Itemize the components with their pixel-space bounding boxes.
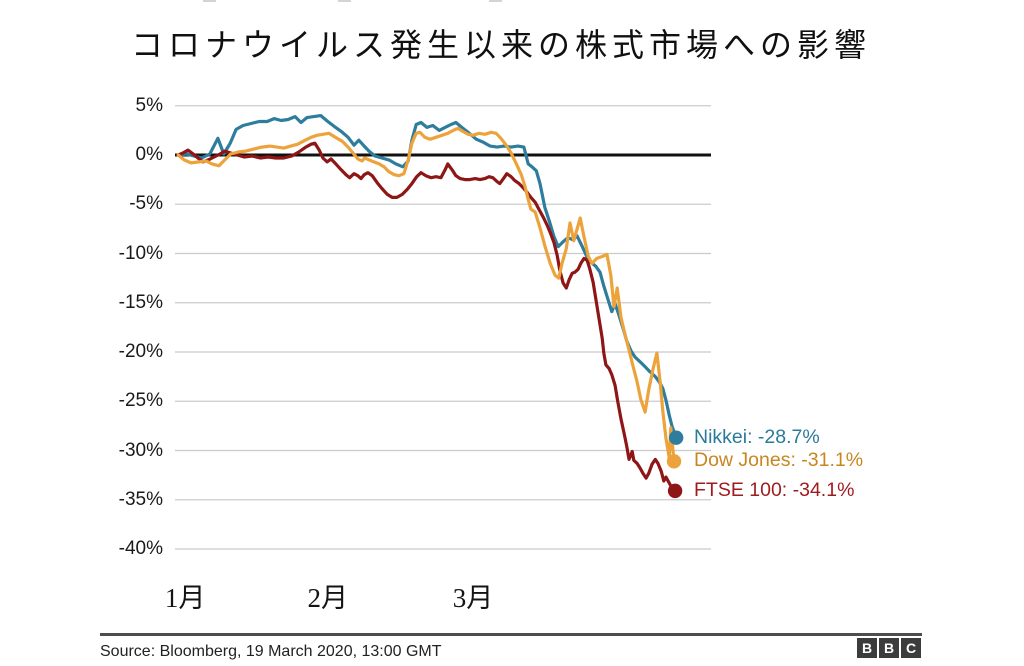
y-tick-label: -15% <box>118 291 163 313</box>
legend-label-ftse-100: FTSE 100: -34.1% <box>694 478 855 501</box>
crop-artifact-dash <box>338 0 351 2</box>
y-tick-label: -35% <box>118 488 163 510</box>
series-line-dow-jones <box>176 126 676 463</box>
crop-artifact-dash <box>489 0 502 2</box>
crop-artifact-dash <box>203 0 216 2</box>
x-tick-label: 2月 <box>307 583 349 613</box>
y-tick-label: -20% <box>118 341 163 362</box>
x-tick-label: 1月 <box>164 583 206 613</box>
series-endpoint-dot-dow-jones <box>666 454 682 469</box>
legend-label-nikkei: Nikkei: -28.7% <box>694 425 820 448</box>
series-endpoint-dot-ftse-100 <box>667 483 683 499</box>
y-tick-label: -25% <box>118 390 163 412</box>
series-line-ftse-100 <box>176 141 677 493</box>
y-tick-label: -10% <box>118 242 163 264</box>
bbc-logo-letter: B <box>857 638 877 658</box>
y-tick-label: -5% <box>129 193 163 215</box>
y-tick-label: -40% <box>118 538 163 559</box>
footer-divider <box>100 633 922 636</box>
x-tick-label: 3月 <box>452 583 494 613</box>
y-tick-label: 5% <box>135 94 163 116</box>
legend-label-dow-jones: Dow Jones: -31.1% <box>694 449 864 472</box>
chart-title: コロナウイルス発生以来の株式市場への影響 <box>131 27 872 63</box>
y-tick-label: 0% <box>135 144 163 165</box>
series-endpoint-dot-nikkei <box>668 430 684 445</box>
y-tick-label: -30% <box>118 439 163 461</box>
bbc-logo-letter: B <box>879 638 899 658</box>
bbc-logo-letter: C <box>901 638 921 658</box>
series-line-nikkei <box>176 113 678 440</box>
source-text: Source: Bloomberg, 19 March 2020, 13:00 … <box>100 643 442 660</box>
